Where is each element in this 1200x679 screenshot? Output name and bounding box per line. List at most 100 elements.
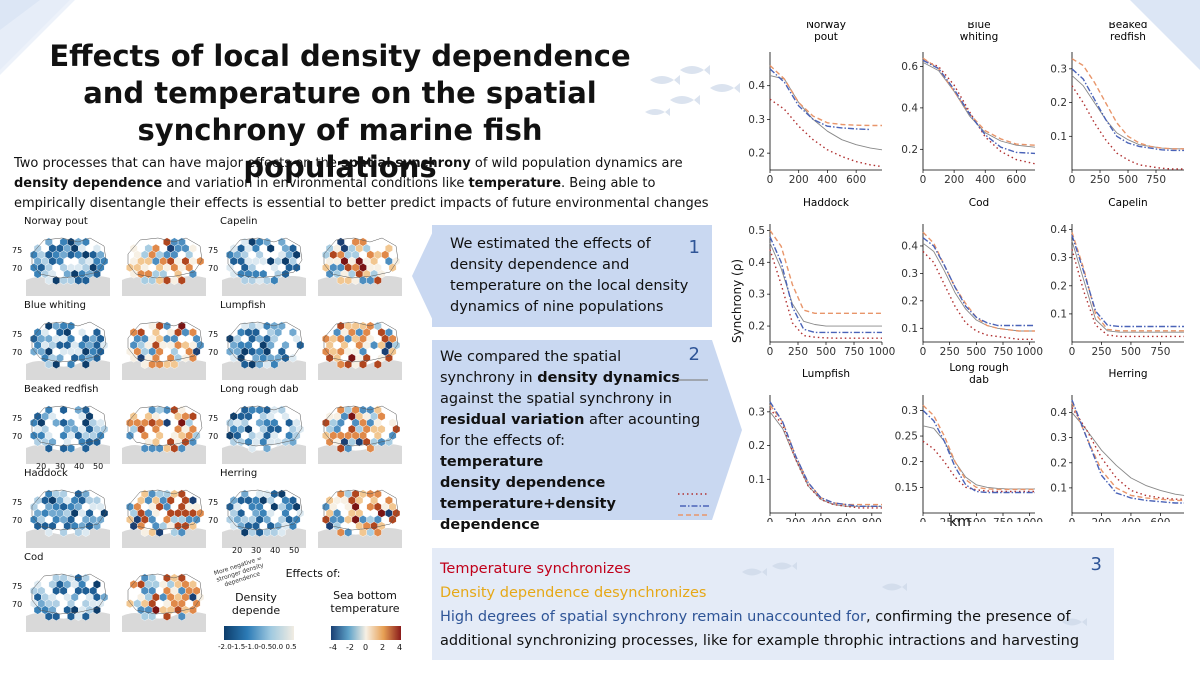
intro-text-1: Two processes that can have major effect… — [14, 156, 341, 171]
lon-tick: 20 — [36, 462, 47, 471]
x-tick-label: 600 — [836, 517, 856, 522]
x-tick-label: 250 — [940, 346, 960, 358]
legend-density-title: Density depende — [231, 591, 281, 617]
lat-tick: 70 — [12, 348, 23, 357]
intro-paragraph: Two processes that can have major effect… — [14, 154, 714, 214]
poster-title: Effects of local density dependence and … — [49, 39, 631, 184]
x-tick-label: 0 — [1069, 346, 1076, 358]
y-tick-label: 0.4 — [1050, 407, 1067, 419]
temperature-map-3 — [122, 489, 206, 548]
chart-cod: Cod 0.1 0.2 0.3 0.4 0 250 500 750 1000 — [901, 197, 1043, 358]
x-tick-label: 200 — [944, 174, 964, 186]
temperature-map-2 — [122, 405, 206, 464]
step1-box: 1 We estimated the effects of density de… — [432, 225, 712, 327]
x-tick-label: 400 — [811, 517, 831, 522]
density-map-5 — [222, 237, 306, 296]
lat-tick: 70 — [208, 348, 219, 357]
step2-box: 2 We compared the spatial synchrony in d… — [432, 340, 712, 533]
intro-text-4: . Being able to empirically disentangle … — [14, 176, 709, 211]
y-tick-label: 0.4 — [901, 240, 918, 252]
legend-temperature-tick: -2 — [346, 643, 354, 652]
x-tick-label: 0 — [767, 346, 774, 358]
corner-decoration-top-right — [1130, 0, 1200, 70]
x-tick-label: 200 — [785, 517, 805, 522]
y-tick-label: 0.2 — [1050, 280, 1067, 292]
step2-line4: residual variation after acounting — [440, 410, 710, 431]
series-line-dd — [1071, 402, 1184, 502]
step2-line4b: after acounting — [584, 412, 701, 428]
x-tick-label: 500 — [1121, 346, 1141, 358]
y-tick-label: 0.4 — [901, 102, 918, 114]
y-tick-label: 0.4 — [748, 80, 765, 92]
series-line-dd — [922, 231, 1035, 332]
map-title-long-rough-dab: Long rough dab — [220, 384, 299, 395]
fish-school-decoration — [645, 65, 740, 116]
lon-tick: 40 — [74, 462, 85, 471]
series-line-density — [769, 411, 882, 507]
temperature-map-1 — [122, 321, 206, 380]
series-line-both — [922, 409, 1035, 494]
density-map-6 — [222, 321, 306, 380]
density-map-4 — [26, 573, 110, 632]
step2-line4a: residual variation — [440, 412, 585, 428]
chart-title: Lumpfish — [802, 368, 850, 380]
lat-tick: 70 — [208, 432, 219, 441]
conclusion-unaccounted-a: High degrees of spatial synchrony remain… — [440, 609, 866, 625]
series-line-both — [1071, 234, 1184, 328]
map-title-lumpfish: Lumpfish — [220, 300, 266, 311]
series-line-temperature — [769, 98, 883, 168]
chart-title: Herring — [1108, 368, 1147, 380]
x-tick-label: 1000 — [869, 346, 896, 358]
conclusion-unaccounted: High degrees of spatial synchrony remain… — [440, 605, 1105, 653]
y-tick-label: 0.2 — [748, 440, 765, 452]
x-tick-label: 750 — [1150, 346, 1170, 358]
x-tick-label: 0 — [767, 517, 774, 522]
legend-density-colorbar — [224, 626, 294, 640]
series-line-dd — [922, 404, 1035, 491]
x-tick-label: 600 — [1150, 517, 1170, 522]
lat-tick: 75 — [208, 330, 219, 339]
density-map-8 — [222, 489, 306, 548]
y-tick-label: 0.3 — [1050, 252, 1067, 264]
step2-line-legend-both — [680, 505, 710, 507]
map-panel: Norway pout 75 70 Blue whiting 75 70 Beaked re… — [0, 212, 420, 679]
x-tick-label: 500 — [966, 346, 986, 358]
y-tick-label: 0.1 — [1050, 131, 1067, 143]
step2-line2b: density dynamics — [537, 370, 681, 386]
lon-tick: 20 — [232, 546, 243, 555]
x-tick-label: 200 — [789, 174, 809, 186]
y-tick-label: 0.1 — [901, 323, 918, 335]
y-tick-label: 0.2 — [901, 144, 918, 156]
lat-tick: 70 — [208, 516, 219, 525]
y-tick-label: 0.1 — [748, 474, 765, 486]
series-line-temperature — [769, 408, 882, 509]
step2-item-density-dependence: density dependence — [440, 475, 606, 491]
y-tick-label: 0.4 — [1050, 224, 1067, 236]
chart-title: Cod — [969, 197, 989, 209]
series-line-both — [1071, 68, 1184, 152]
x-tick-label: 0 — [1069, 174, 1076, 186]
series-line-density — [1071, 412, 1185, 496]
legend-temperature-tick: -4 — [329, 643, 337, 652]
step2-text: We compared the spatial synchrony in den… — [440, 347, 710, 536]
y-tick-label: 0.1 — [1050, 482, 1067, 494]
y-tick-label: 0.3 — [748, 289, 765, 301]
lat-tick: 70 — [12, 516, 23, 525]
lat-tick: 70 — [12, 264, 23, 273]
temperature-map-8 — [318, 489, 402, 548]
x-tick-label: 800 — [862, 517, 882, 522]
intro-text-2: of wild population dynamics are — [470, 156, 683, 171]
x-tick-label: 400 — [817, 174, 837, 186]
box2-arrow — [712, 340, 742, 520]
legend-density-ticks: -2.0 -1.5 -1.0 -0.5 0.0 0.5 — [218, 643, 300, 653]
temperature-map-7 — [318, 405, 402, 464]
map-title-herring: Herring — [220, 468, 258, 479]
step1-number: 1 — [688, 237, 700, 258]
series-line-density — [922, 62, 1036, 148]
chart-title: Long rough — [949, 362, 1008, 374]
chart-title: Blue — [967, 22, 990, 31]
series-line-density — [1071, 240, 1184, 333]
